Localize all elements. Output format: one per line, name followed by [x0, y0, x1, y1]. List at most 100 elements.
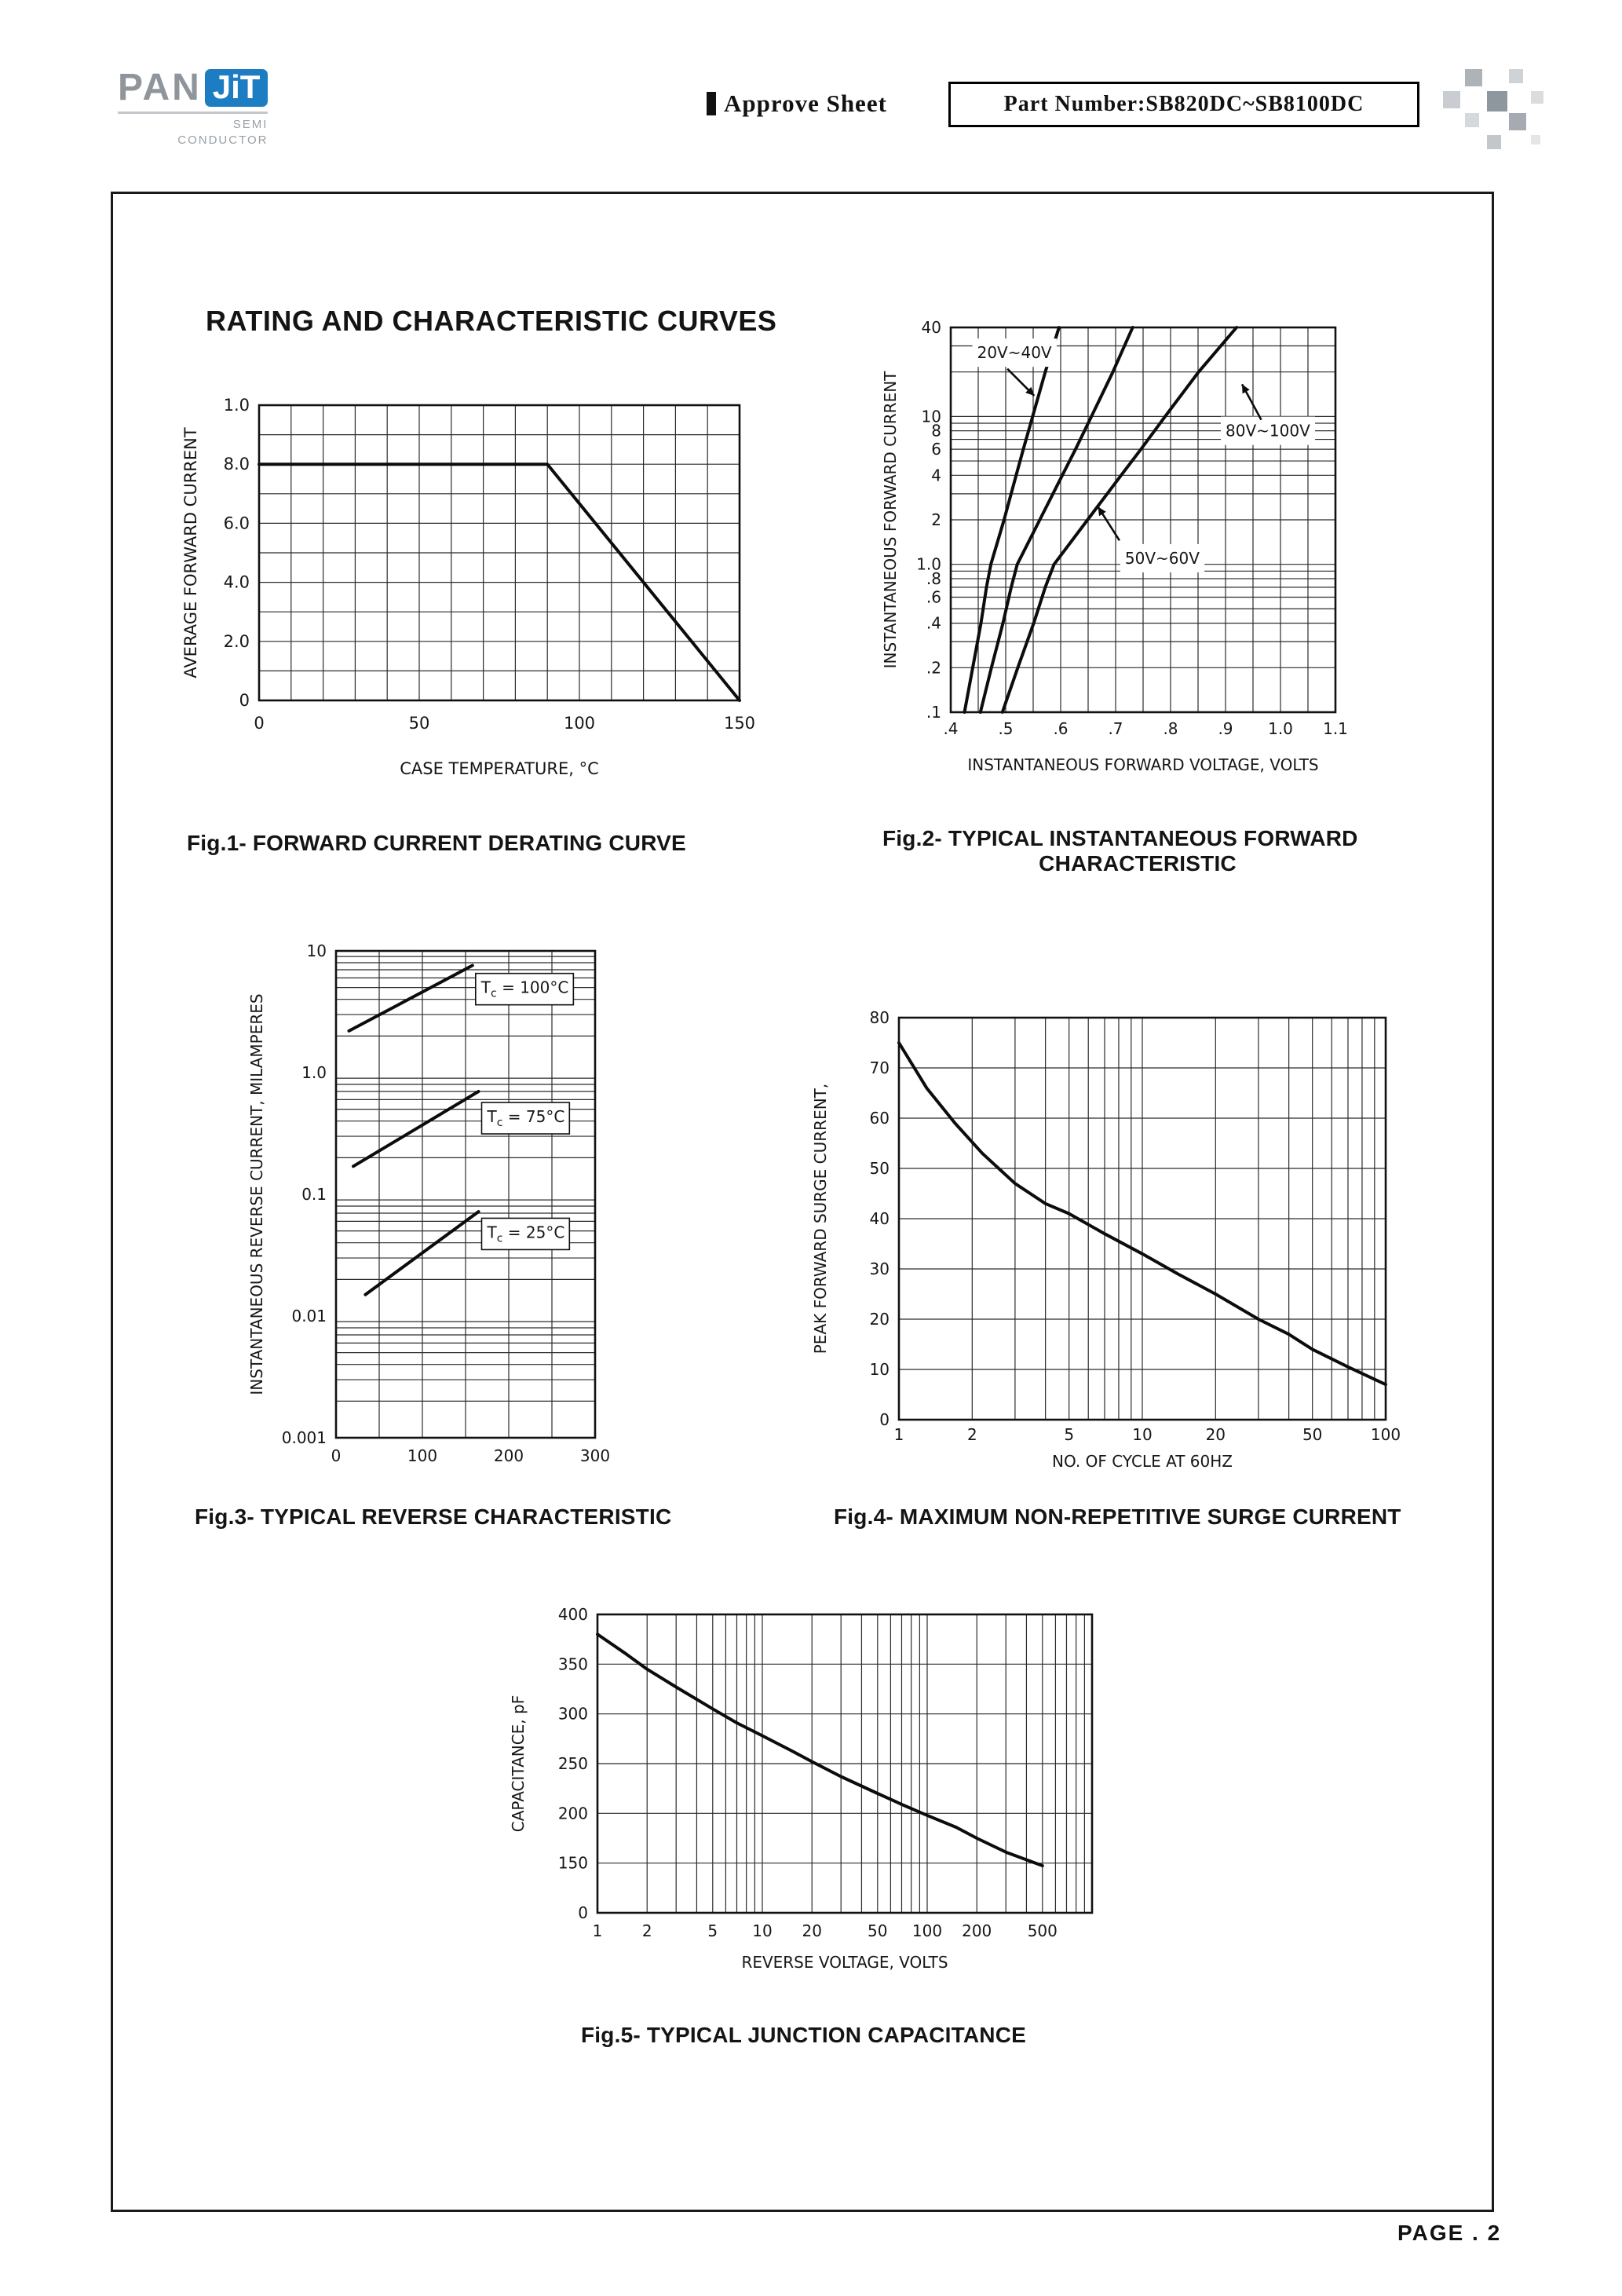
- svg-text:1.0: 1.0: [301, 1063, 327, 1082]
- fig1-caption: Fig.1- FORWARD CURRENT DERATING CURVE: [187, 831, 686, 855]
- svg-text:2.0: 2.0: [224, 632, 250, 651]
- logo-semi-text: SEMI: [232, 118, 269, 131]
- svg-text:20: 20: [870, 1310, 890, 1329]
- fig2-instantaneous-forward-characteristic-chart: 40 10 8 6 4 2 1.0.8.6.4.2.1.4.5.6.7.8.9 1.0 1.1 I…: [863, 306, 1428, 781]
- svg-text:.7: .7: [1108, 719, 1123, 738]
- fig3-caption: Fig.3- TYPICAL REVERSE CHARACTERISTIC: [195, 1504, 672, 1529]
- svg-text:2: 2: [931, 510, 941, 529]
- svg-text:40: 40: [870, 1209, 890, 1228]
- svg-text:40: 40: [922, 318, 941, 337]
- panjit-logo: PAN JiT SEMI CONDUCTOR: [118, 69, 269, 149]
- svg-text:0: 0: [239, 691, 250, 710]
- logo-conductor-text: CONDUCTOR: [177, 133, 269, 148]
- fig3-reverse-characteristic-chart: 10 1.0 0.1 0.01 0.001 0 100 200 300 INSTANTANEOUS…: [236, 927, 707, 1512]
- svg-text:PEAK FORWARD SURGE CURRENT,: PEAK FORWARD SURGE CURRENT,: [811, 1084, 830, 1355]
- decorative-squares: [1443, 68, 1553, 162]
- svg-text:0.001: 0.001: [282, 1428, 327, 1447]
- svg-text:.6: .6: [926, 587, 941, 606]
- svg-text:CAPACITANCE, pF: CAPACITANCE, pF: [509, 1695, 528, 1832]
- svg-text:6: 6: [931, 440, 941, 459]
- svg-text:0.01: 0.01: [291, 1307, 327, 1325]
- svg-text:5: 5: [1064, 1425, 1074, 1444]
- svg-text:150: 150: [724, 714, 755, 733]
- fig1-svg: 1.0 8.0 6.0 4.0 2.0 00 50 100 150 CASE TEMPERATUR…: [181, 396, 755, 778]
- svg-text:400: 400: [558, 1605, 588, 1624]
- part-number-text: Part Number:SB820DC~SB8100DC: [1003, 92, 1364, 116]
- fig5-svg: 400 350 300 250 200 150 01 2 5 10 20 50 100 200 500 REV…: [509, 1605, 1094, 1972]
- svg-text:100: 100: [1371, 1425, 1401, 1444]
- svg-text:4: 4: [931, 466, 941, 484]
- svg-text:.4: .4: [943, 719, 958, 738]
- svg-text:0.1: 0.1: [301, 1185, 327, 1204]
- svg-text:50: 50: [409, 714, 430, 733]
- svg-text:500: 500: [1028, 1921, 1058, 1940]
- svg-text:Tc = 75°C: Tc = 75°C: [487, 1107, 565, 1129]
- svg-text:INSTANTANEOUS FORWARD VOLTAGE,: INSTANTANEOUS FORWARD VOLTAGE, VOLTS: [967, 755, 1318, 774]
- svg-text:0: 0: [578, 1903, 588, 1922]
- svg-text:1.1: 1.1: [1323, 719, 1348, 738]
- approve-sheet-bar-icon: [707, 92, 716, 115]
- svg-text:.2: .2: [926, 658, 941, 677]
- svg-text:20V~40V: 20V~40V: [977, 343, 1052, 362]
- logo-subtitle: SEMI CONDUCTOR: [118, 117, 268, 149]
- svg-text:.8: .8: [1163, 719, 1178, 738]
- fig2-caption: Fig.2- TYPICAL INSTANTANEOUS FORWARD CHA…: [882, 826, 1393, 876]
- svg-text:NO. OF CYCLE AT 60HZ: NO. OF CYCLE AT 60HZ: [1052, 1452, 1233, 1471]
- svg-text:10: 10: [307, 941, 327, 960]
- content-border-frame: [111, 192, 1494, 2212]
- svg-text:10: 10: [752, 1921, 772, 1940]
- svg-text:0: 0: [331, 1446, 342, 1465]
- page-title: RATING AND CHARACTERISTIC CURVES: [206, 305, 777, 337]
- svg-text:8.0: 8.0: [224, 455, 250, 473]
- svg-text:10: 10: [922, 407, 941, 426]
- svg-text:1: 1: [593, 1921, 603, 1940]
- svg-text:REVERSE VOLTAGE, VOLTS: REVERSE VOLTAGE, VOLTS: [741, 1953, 948, 1972]
- svg-text:2: 2: [642, 1921, 652, 1940]
- svg-text:2: 2: [967, 1425, 977, 1444]
- svg-text:8: 8: [931, 422, 941, 441]
- svg-text:50: 50: [868, 1921, 887, 1940]
- fig5-junction-capacitance-chart: 400 350 300 250 200 150 0 1 2 5 10 20 50 100 200 500 REV…: [487, 1586, 1209, 2030]
- svg-text:200: 200: [494, 1446, 524, 1465]
- svg-text:70: 70: [870, 1058, 890, 1077]
- svg-text:20: 20: [1206, 1425, 1226, 1444]
- svg-text:0: 0: [254, 714, 264, 733]
- svg-text:.1: .1: [926, 703, 941, 722]
- svg-text:CASE TEMPERATURE, °C: CASE TEMPERATURE, °C: [400, 759, 599, 778]
- svg-text:100: 100: [407, 1446, 437, 1465]
- svg-text:.4: .4: [926, 614, 941, 633]
- fig2-caption-line2: CHARACTERISTIC: [1039, 851, 1237, 876]
- svg-text:200: 200: [962, 1921, 992, 1940]
- svg-text:AVERAGE FORWARD CURRENT: AVERAGE FORWARD CURRENT: [181, 427, 200, 678]
- svg-text:1.0: 1.0: [916, 555, 941, 574]
- panjit-logo-text: PAN JiT: [118, 69, 269, 114]
- svg-text:20: 20: [802, 1921, 821, 1940]
- svg-text:Tc = 100°C: Tc = 100°C: [480, 978, 569, 1000]
- svg-text:5: 5: [707, 1921, 718, 1940]
- svg-text:4.0: 4.0: [224, 573, 250, 592]
- svg-text:100: 100: [564, 714, 595, 733]
- svg-text:100: 100: [912, 1921, 942, 1940]
- svg-text:50: 50: [870, 1159, 890, 1178]
- fig1-forward-current-derating-chart: 1.0 8.0 6.0 4.0 2.0 0 0 50 100 150 CASE TEMPERATUR…: [165, 369, 871, 828]
- svg-text:.5: .5: [998, 719, 1013, 738]
- svg-text:.8: .8: [926, 569, 941, 588]
- svg-text:10: 10: [870, 1360, 890, 1379]
- jit-badge: JiT: [204, 69, 269, 107]
- svg-text:200: 200: [558, 1804, 588, 1823]
- svg-text:1.0: 1.0: [1268, 719, 1293, 738]
- svg-text:6.0: 6.0: [224, 514, 250, 532]
- svg-text:1: 1: [894, 1425, 904, 1444]
- svg-text:INSTANTANEOUS REVERSE CURRENT,: INSTANTANEOUS REVERSE CURRENT, MILAMPERE…: [247, 993, 266, 1395]
- svg-text:150: 150: [558, 1854, 588, 1873]
- part-number-box: Part Number:SB820DC~SB8100DC: [948, 82, 1419, 127]
- svg-text:30: 30: [870, 1260, 890, 1278]
- page-number: PAGE . 2: [1397, 2221, 1502, 2245]
- svg-text:1.0: 1.0: [224, 396, 250, 415]
- svg-text:300: 300: [580, 1446, 610, 1465]
- svg-text:10: 10: [1132, 1425, 1152, 1444]
- svg-text:0: 0: [879, 1410, 890, 1429]
